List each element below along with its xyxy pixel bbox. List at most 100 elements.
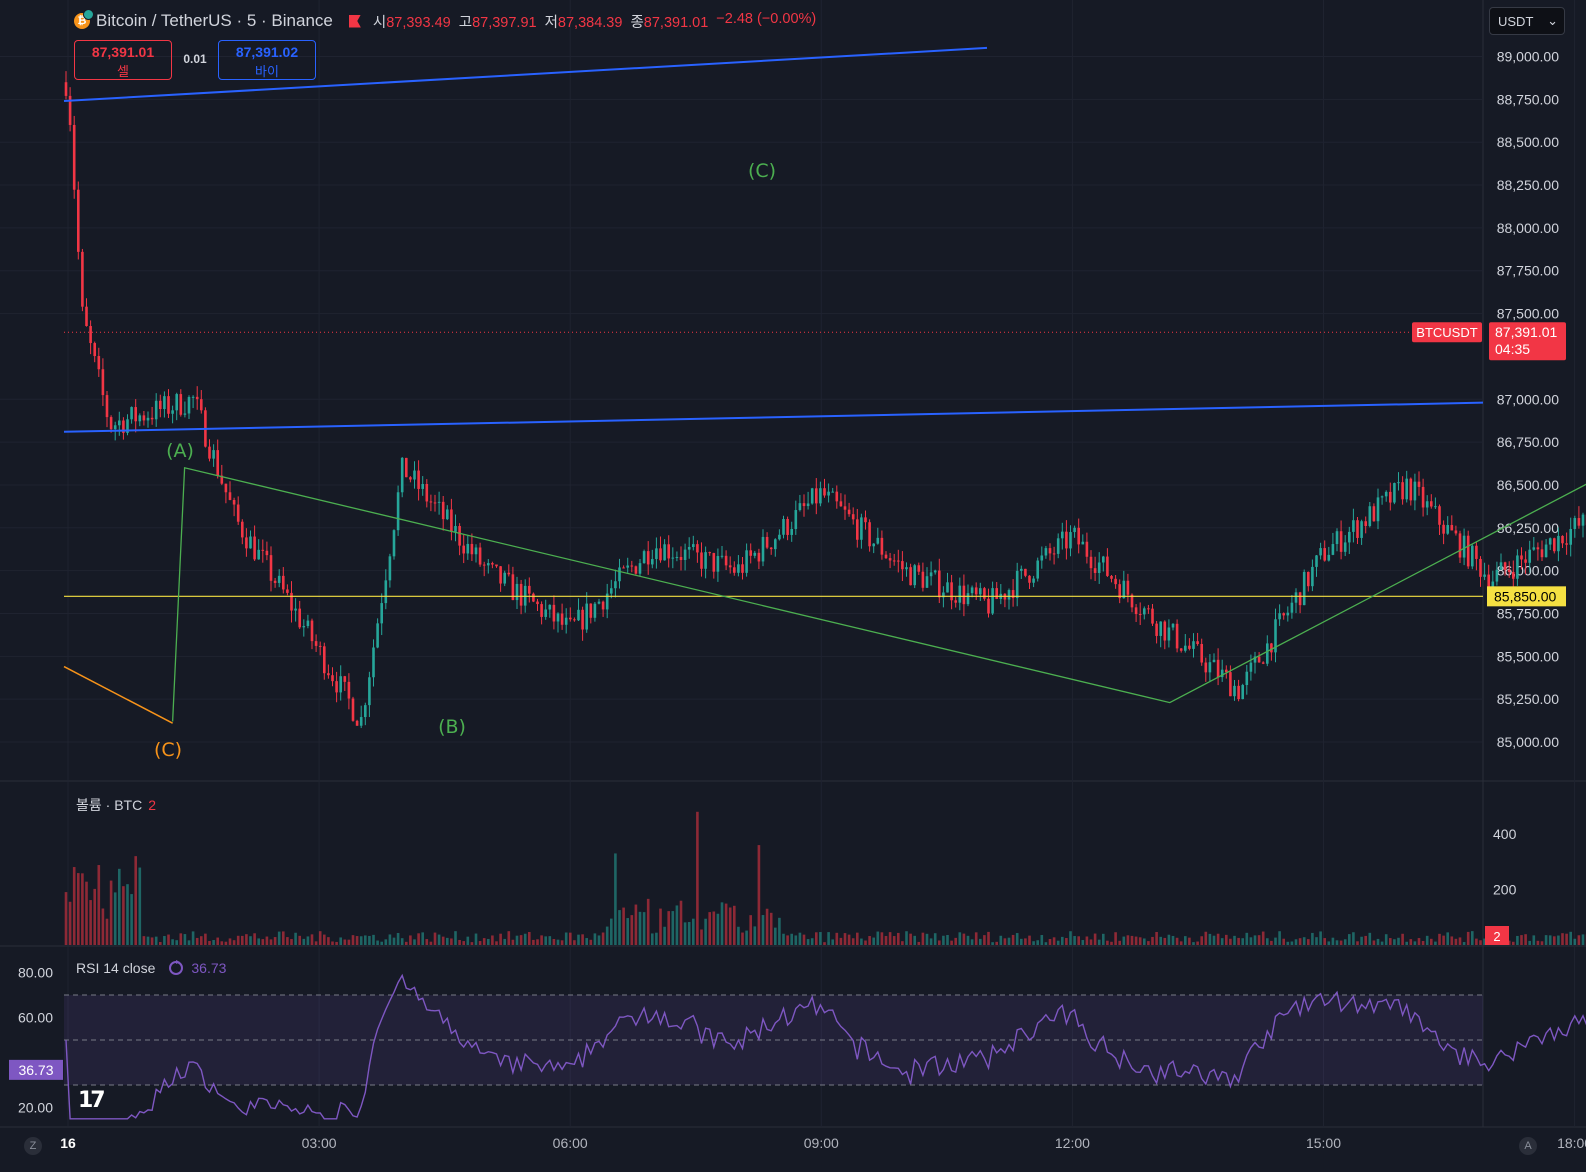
candle-body <box>122 420 125 433</box>
volume-bar <box>564 932 568 945</box>
price-tick-label: 85,000.00 <box>1497 734 1559 750</box>
auto-scale-button[interactable]: A <box>1519 1137 1537 1155</box>
candle-body <box>417 470 420 489</box>
candle-body <box>601 601 605 610</box>
volume-bar <box>200 936 203 945</box>
candle-body <box>1085 541 1089 557</box>
candle-body <box>1544 544 1548 558</box>
candle-body <box>1200 644 1203 663</box>
symbol-title[interactable]: Bitcoin / TetherUS · 5 · Binance <box>96 11 333 30</box>
volume-bar <box>626 918 629 945</box>
refresh-icon[interactable] <box>167 959 185 977</box>
candle-body <box>1036 560 1039 579</box>
volume-bar <box>1413 941 1417 945</box>
candle-body <box>1028 575 1031 583</box>
candle-body <box>1151 608 1154 624</box>
volume-bar <box>126 884 129 945</box>
volume-bar <box>782 933 785 945</box>
volume-bar <box>1450 936 1454 945</box>
candle-body <box>261 549 265 551</box>
volume-bar <box>1532 935 1536 945</box>
volume-bar <box>1204 931 1208 945</box>
volume-bar <box>1175 937 1179 945</box>
tradingview-logo[interactable]: 17 <box>78 1088 106 1113</box>
candle-body <box>839 501 843 507</box>
buy-label: 바이 <box>255 64 279 79</box>
candle-body <box>77 189 80 252</box>
candle-body <box>1138 614 1142 616</box>
candle-body <box>1466 535 1470 567</box>
symbol-header[interactable]: ₿ Bitcoin / TetherUS · 5 · Binance 시87,3… <box>74 9 816 33</box>
candle-body <box>1171 623 1175 628</box>
candle-body <box>1056 538 1060 554</box>
candle-body <box>1475 545 1478 559</box>
volume-legend[interactable]: 볼륨 · BTC 2 <box>76 795 156 815</box>
candle-body <box>1339 531 1343 552</box>
candle-body <box>683 549 687 561</box>
rsi-badge: 36.73 <box>18 1062 53 1078</box>
volume-bar <box>1081 940 1085 945</box>
candle-body <box>1237 685 1240 700</box>
candle-body <box>429 501 433 503</box>
price-tick-label: 85,250.00 <box>1497 691 1559 707</box>
volume-bar <box>1147 941 1150 945</box>
volume-bar <box>466 936 470 945</box>
price-tick-label: 88,250.00 <box>1497 177 1559 193</box>
volume-bar <box>1565 933 1568 945</box>
candle-body <box>89 326 92 344</box>
rsi-legend[interactable]: RSI 14 close 36.73 <box>76 959 226 977</box>
candle-body <box>860 517 863 540</box>
volume-bar <box>478 941 482 945</box>
candle-body <box>749 550 752 556</box>
sell-button[interactable]: 87,391.01 셀 <box>74 40 172 80</box>
candle-body <box>581 609 584 630</box>
volume-bar <box>700 929 703 945</box>
buy-button[interactable]: 87,391.02 바이 <box>218 40 316 80</box>
candle-body <box>810 488 814 504</box>
volume-bar <box>1261 931 1265 945</box>
volume-bar <box>540 935 543 945</box>
volume-bar <box>113 892 117 945</box>
volume-bar <box>528 932 531 945</box>
candle-body <box>1122 580 1126 599</box>
candle-body <box>1540 549 1544 558</box>
volume-bar <box>450 938 453 945</box>
candle-body <box>454 526 457 532</box>
volume-bar <box>171 939 174 945</box>
flag-icon[interactable] <box>348 14 361 28</box>
volume-bar <box>995 941 998 945</box>
volume-bar <box>1184 936 1187 945</box>
candle-body <box>191 396 195 398</box>
volume-bar <box>364 935 367 945</box>
candle-body <box>761 536 765 562</box>
time-tick-label: 18:00 <box>1557 1135 1586 1151</box>
candle-body <box>298 608 301 628</box>
volume-bar <box>138 867 142 945</box>
volume-bar <box>831 939 834 945</box>
candle-body <box>913 565 916 586</box>
volume-tick-label: 200 <box>1493 882 1517 898</box>
candle-body <box>1241 685 1244 700</box>
zoom-button[interactable]: Z <box>24 1137 42 1155</box>
rsi-tick-label: 20.00 <box>18 1100 53 1116</box>
candle-body <box>954 600 957 603</box>
volume-bar <box>1093 933 1097 945</box>
volume-bar <box>958 932 962 945</box>
candle-body <box>1401 482 1404 500</box>
volume-bar <box>745 930 748 945</box>
candle-body <box>614 581 617 589</box>
candle-body <box>482 564 486 566</box>
time-tick-label: 12:00 <box>1055 1135 1090 1151</box>
candle-body <box>917 565 921 572</box>
candle-body <box>737 564 740 573</box>
volume-bar <box>933 933 937 945</box>
candle-body <box>798 503 802 511</box>
rsi-tick-label: 80.00 <box>18 965 53 981</box>
candle-body <box>1376 497 1380 522</box>
volume-bar <box>847 934 851 945</box>
currency-select[interactable]: USDT ⌄ <box>1489 7 1565 35</box>
candle-body <box>577 609 580 621</box>
volume-bar <box>1188 937 1191 945</box>
candle-body <box>433 502 437 504</box>
